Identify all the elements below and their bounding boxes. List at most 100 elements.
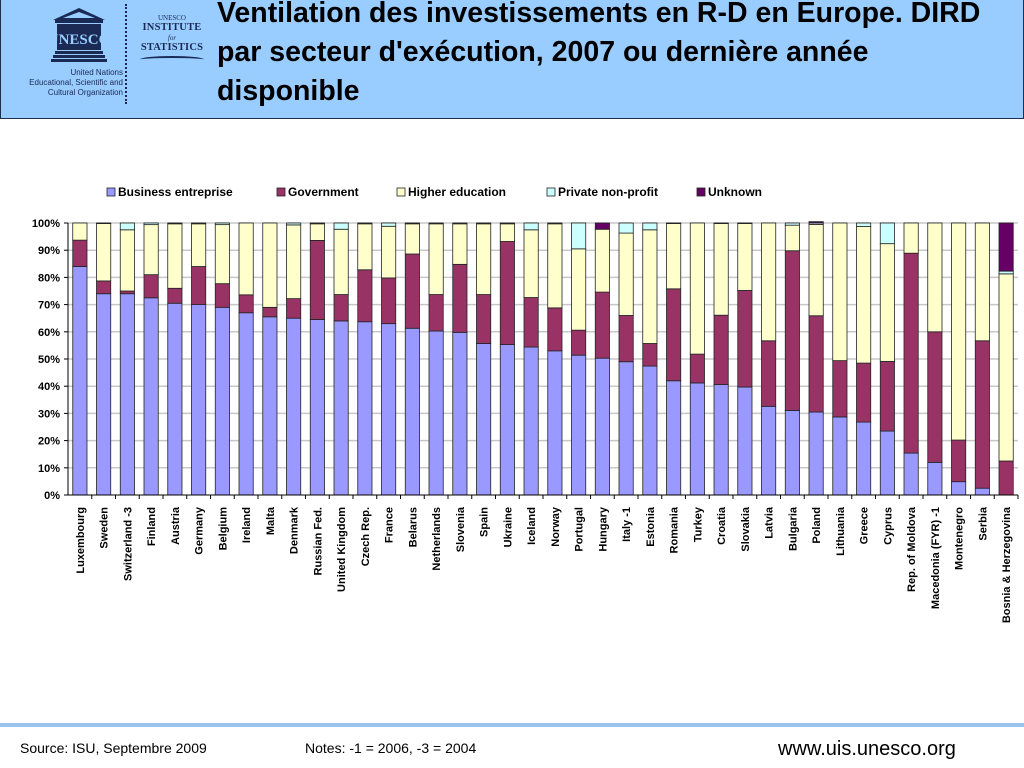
bar-segment-private-non-profit bbox=[381, 222, 397, 227]
x-category-label: Norway bbox=[550, 506, 562, 547]
uis-logo-institute: INSTITUTE bbox=[142, 22, 202, 33]
x-category-label: Czech Rep. bbox=[360, 507, 372, 566]
y-tick-label: 20% bbox=[38, 436, 60, 448]
bar-segment-higher-education bbox=[642, 229, 658, 344]
bar-segment-higher-education bbox=[119, 229, 135, 292]
bar-segment-higher-education bbox=[666, 223, 682, 290]
x-category-label: Netherlands bbox=[431, 507, 443, 571]
bar-segment-business bbox=[571, 354, 587, 496]
bar-segment-government bbox=[309, 240, 325, 320]
bar-segment-private-non-profit bbox=[666, 222, 682, 224]
x-category-label: Turkey bbox=[692, 506, 704, 542]
bar-segment-business bbox=[903, 452, 919, 496]
bar-segment-higher-education bbox=[856, 226, 872, 364]
bar-segment-business bbox=[713, 384, 729, 496]
bar-segment-business bbox=[96, 293, 112, 496]
bar-segment-higher-education bbox=[808, 223, 824, 317]
bar-segment-business bbox=[951, 481, 967, 496]
bar-segment-business bbox=[499, 344, 515, 496]
bar-stack bbox=[167, 222, 183, 496]
bar-segment-private-non-profit bbox=[214, 222, 230, 226]
footer-notes: Notes: -1 = 2006, -3 = 2004 bbox=[305, 740, 477, 756]
bar-segment-higher-education bbox=[143, 224, 159, 276]
bar-segment-business bbox=[191, 304, 207, 496]
bar-segment-government bbox=[951, 439, 967, 483]
bar-stack bbox=[879, 222, 895, 496]
bar-stack bbox=[452, 222, 468, 496]
bar-segment-government bbox=[761, 340, 777, 407]
bar-segment-private-non-profit bbox=[523, 222, 539, 231]
legend-swatch bbox=[106, 187, 116, 197]
x-category-label: Rep. of Moldova bbox=[906, 506, 918, 592]
bar-segment-government bbox=[72, 239, 88, 267]
bar-segment-business bbox=[808, 411, 824, 496]
y-tick-label: 100% bbox=[32, 218, 60, 230]
bar-stack bbox=[761, 222, 777, 496]
bar-segment-government bbox=[499, 241, 515, 345]
stacked-bar-chart: Business entreprise Government Higher educ… bbox=[32, 185, 1019, 623]
bar-stack bbox=[618, 222, 634, 496]
uis-logo-for: for bbox=[167, 34, 177, 42]
footer-url[interactable]: www.uis.unesco.org bbox=[778, 738, 956, 760]
bar-segment-higher-education bbox=[96, 223, 112, 282]
bar-stack bbox=[998, 222, 1014, 496]
x-category-label: Portugal bbox=[574, 507, 586, 552]
bar-segment-higher-education bbox=[72, 222, 88, 241]
bar-segment-private-non-profit bbox=[547, 222, 563, 225]
y-tick-label: 0% bbox=[44, 490, 60, 502]
bar-segment-unknown bbox=[808, 221, 824, 224]
bar-segment-higher-education bbox=[357, 223, 373, 271]
bar-segment-government bbox=[666, 288, 682, 382]
bar-segment-private-non-profit bbox=[119, 222, 135, 231]
bar-stack bbox=[286, 222, 302, 496]
y-tick-label: 90% bbox=[38, 245, 60, 257]
bar-stack bbox=[214, 222, 230, 496]
bar-segment-higher-education bbox=[404, 223, 420, 255]
uis-logo-statistics: STATISTICS bbox=[140, 42, 204, 53]
x-category-label: United Kingdom bbox=[336, 507, 348, 592]
x-category-label: Bulgaria bbox=[787, 506, 799, 551]
bar-segment-higher-education bbox=[832, 222, 848, 362]
bar-segment-business bbox=[357, 321, 373, 496]
bar-segment-higher-education bbox=[214, 224, 230, 285]
bar-segment-higher-education bbox=[713, 223, 729, 316]
y-tick-label: 10% bbox=[38, 463, 60, 475]
x-category-label: Austria bbox=[170, 506, 182, 545]
bar-segment-business bbox=[974, 487, 990, 496]
bar-segment-business bbox=[927, 461, 943, 496]
x-category-label: Italy -1 bbox=[621, 507, 633, 542]
bar-segment-private-non-profit bbox=[309, 222, 325, 225]
bar-segment-higher-education bbox=[879, 243, 895, 362]
x-category-label: Macedonia (FYR) -1 bbox=[930, 507, 942, 609]
bar-stack bbox=[404, 222, 420, 496]
chart-legend: Business entreprise Government Higher educ… bbox=[106, 185, 762, 199]
bar-segment-private-non-profit bbox=[642, 222, 658, 231]
bar-stack bbox=[903, 222, 919, 496]
y-tick-label: 30% bbox=[38, 408, 60, 420]
bar-segment-private-non-profit bbox=[333, 222, 349, 230]
bar-segment-business bbox=[238, 312, 254, 496]
footer-divider bbox=[0, 723, 1024, 727]
bar-segment-private-non-profit bbox=[286, 222, 302, 226]
legend-label: Private non-profit bbox=[558, 185, 658, 199]
x-category-label: Ireland bbox=[241, 507, 253, 543]
bar-segment-business bbox=[666, 380, 682, 496]
x-category-label: Finland bbox=[146, 507, 158, 546]
x-category-label: Serbia bbox=[977, 506, 989, 541]
bar-segment-unknown bbox=[594, 222, 610, 230]
bar-segment-higher-education bbox=[238, 222, 254, 296]
y-tick-label: 60% bbox=[38, 327, 60, 339]
header-banner: UNESCO United Nations Educational, Scien… bbox=[0, 0, 1024, 119]
x-category-label: Poland bbox=[811, 507, 823, 544]
bar-stack bbox=[96, 222, 112, 496]
bar-segment-government bbox=[286, 298, 302, 319]
legend-item-private-non-profit: Private non-profit bbox=[546, 185, 658, 199]
bar-segment-higher-education bbox=[547, 223, 563, 309]
bar-stack bbox=[713, 222, 729, 496]
x-category-label: Croatia bbox=[716, 506, 728, 545]
x-category-label: Denmark bbox=[289, 506, 301, 554]
bar-segment-private-non-profit bbox=[737, 222, 753, 224]
bar-segment-business bbox=[618, 361, 634, 496]
legend-item-unknown: Unknown bbox=[696, 185, 762, 199]
chart-bars bbox=[72, 221, 1014, 496]
